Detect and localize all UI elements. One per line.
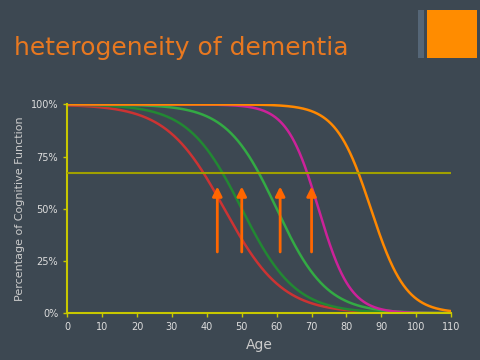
Bar [427, 10, 477, 58]
Bar [418, 10, 424, 58]
X-axis label: Age: Age [246, 338, 273, 352]
Text: heterogeneity of dementia: heterogeneity of dementia [14, 36, 349, 60]
Y-axis label: Percentage of Cognitive Function: Percentage of Cognitive Function [15, 117, 25, 301]
